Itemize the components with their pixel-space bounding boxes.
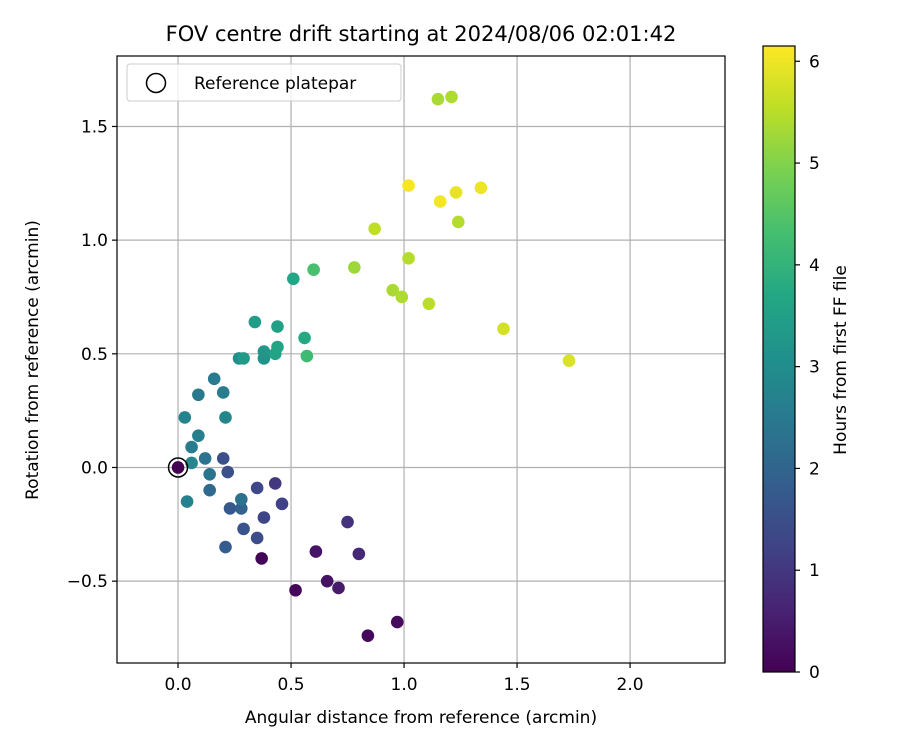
- colorbar-tick-label: 1: [809, 561, 820, 581]
- data-point: [433, 195, 447, 208]
- x-tick-label: 0.5: [278, 675, 305, 695]
- data-point: [207, 372, 221, 386]
- y-tick-label: 0.0: [81, 458, 108, 478]
- data-point: [332, 581, 345, 595]
- data-point: [422, 297, 436, 311]
- data-point: [449, 186, 463, 199]
- data-point: [361, 629, 375, 643]
- data-point: [237, 522, 250, 536]
- x-axis-label: Angular distance from reference (arcmin): [245, 708, 597, 728]
- grid: [117, 56, 725, 663]
- data-point: [223, 502, 237, 515]
- data-point: [178, 411, 192, 424]
- data-point: [250, 481, 264, 495]
- chart-title: FOV centre drift starting at 2024/08/06 …: [166, 22, 677, 46]
- data-point: [192, 388, 205, 402]
- colorbar-tick-label: 2: [809, 459, 820, 479]
- data-point: [497, 322, 510, 336]
- data-point: [298, 331, 311, 345]
- data-point: [185, 440, 198, 454]
- data-point: [431, 92, 445, 106]
- data-point: [257, 345, 271, 358]
- x-tick-label: 2.0: [617, 675, 644, 695]
- data-point: [250, 531, 264, 545]
- colorbar-tick-label: 0: [809, 663, 820, 683]
- data-point: [257, 511, 271, 524]
- legend-reference-marker: [145, 72, 167, 94]
- y-tick-label: −0.5: [67, 572, 108, 592]
- x-tick-label: 1.0: [391, 675, 418, 695]
- data-point: [451, 215, 465, 229]
- data-point: [235, 502, 248, 515]
- data-point: [219, 411, 232, 424]
- data-point: [341, 515, 354, 529]
- legend: Reference platepar: [126, 63, 402, 102]
- x-tick-label: 0.0: [165, 675, 192, 695]
- y-tick-label: 1.0: [81, 231, 108, 251]
- colorbar: [763, 46, 795, 672]
- data-point: [286, 272, 300, 286]
- data-point: [198, 452, 212, 465]
- data-points: [167, 90, 576, 643]
- colorbar-tick-label: 3: [809, 358, 820, 378]
- legend-reference-label: Reference platepar: [194, 74, 356, 94]
- data-point: [255, 552, 268, 565]
- data-point: [180, 495, 194, 508]
- data-point: [352, 547, 366, 561]
- data-point: [390, 615, 404, 629]
- data-point: [237, 352, 250, 365]
- data-point: [300, 349, 314, 363]
- data-point: [221, 465, 235, 479]
- data-point: [445, 90, 458, 104]
- data-point: [368, 222, 381, 236]
- data-point: [307, 263, 320, 277]
- data-point: [235, 493, 248, 506]
- data-point: [271, 340, 284, 354]
- y-tick-label: 0.5: [81, 345, 108, 365]
- data-point: [348, 261, 361, 274]
- data-point: [192, 429, 205, 442]
- data-point: [248, 315, 262, 329]
- y-tick-label: 1.5: [81, 117, 108, 137]
- data-point: [562, 354, 576, 367]
- data-point: [275, 497, 289, 511]
- colorbar-label: Hours from first FF file: [831, 265, 851, 455]
- legend-box: [126, 63, 402, 102]
- colorbar-tick-label: 6: [809, 52, 820, 72]
- x-tick-label: 1.5: [504, 675, 531, 695]
- data-point: [309, 545, 323, 558]
- colorbar-tick-label: 4: [809, 256, 820, 276]
- data-point: [289, 583, 302, 597]
- data-point: [268, 477, 282, 490]
- reference-platepar-marker: [167, 457, 189, 478]
- x-axis-ticks: 0.0 0.5 1.0 1.5 2.0: [165, 663, 644, 695]
- data-point: [386, 283, 400, 297]
- data-point: [216, 452, 230, 465]
- data-point: [171, 461, 185, 474]
- data-point: [320, 574, 334, 588]
- colorbar-tick-label: 5: [809, 154, 820, 174]
- colorbar-frame: [762, 45, 796, 673]
- y-axis-ticks: −0.5 0.0 0.5 1.0 1.5: [67, 117, 117, 592]
- data-point: [219, 540, 232, 554]
- data-point: [402, 179, 415, 192]
- y-axis-label: Rotation from reference (arcmin): [23, 220, 43, 500]
- data-point: [474, 181, 488, 195]
- data-point: [185, 456, 198, 470]
- data-point: [203, 468, 216, 481]
- data-point: [216, 386, 230, 399]
- data-point: [395, 290, 409, 304]
- data-point: [271, 320, 284, 333]
- plot-frame: [116, 55, 726, 664]
- colorbar-ticks: 0 1 2 3 4 5 6: [795, 52, 820, 683]
- data-point: [402, 252, 415, 265]
- data-point: [203, 483, 216, 497]
